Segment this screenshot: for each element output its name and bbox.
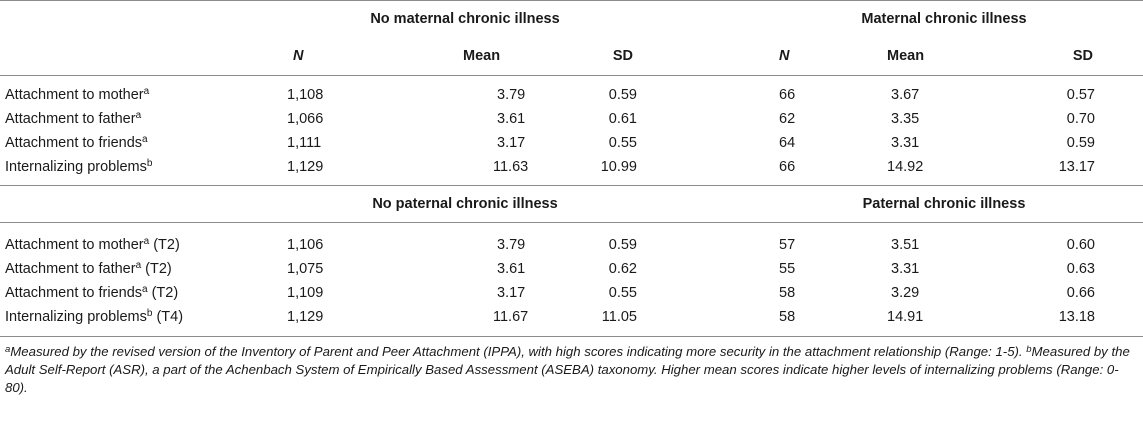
- table-row: Internalizing problemsb 1,129 11.63 10.9…: [0, 155, 1143, 186]
- row-label: Attachment to friendsa: [5, 134, 148, 152]
- cell-mean: 11.63: [493, 159, 529, 175]
- group-header-left: No paternal chronic illness: [245, 185, 685, 223]
- table-container: No maternal chronic illness Maternal chr…: [0, 0, 1143, 397]
- table-row: Attachment to fathera (T2) 1,075 3.61 0.…: [0, 257, 1143, 281]
- row-label: Internalizing problemsb: [5, 158, 153, 176]
- cell-n: 66: [685, 75, 815, 107]
- row-label: Internalizing problemsb (T4): [0, 305, 245, 337]
- cell-mean: 3.61: [497, 261, 526, 277]
- cell-sd: 0.60: [1066, 237, 1095, 253]
- group-header-right: Maternal chronic illness: [685, 0, 1143, 37]
- cell-mean: 3.35: [891, 111, 920, 127]
- cell-sd: 0.66: [1066, 285, 1095, 301]
- cell-mean: 14.92: [887, 159, 924, 175]
- cell-mean: 11.67: [385, 305, 565, 337]
- cell-mean: 3.29: [891, 285, 920, 301]
- table-footnote: aMeasured by the revised version of the …: [0, 337, 1143, 397]
- cell-n: 1,108: [245, 75, 385, 107]
- cell-sd: 10.99: [600, 159, 637, 175]
- cell-n: 1,111: [287, 135, 322, 151]
- column-header-row: N Mean SD N Mean SD: [0, 37, 1143, 76]
- col-header-mean: Mean: [463, 48, 501, 64]
- group-header-row: No maternal chronic illness Maternal chr…: [0, 0, 1143, 37]
- cell-sd: 13.18: [1005, 305, 1143, 337]
- cell-mean: 14.91: [815, 305, 1005, 337]
- group-header-right: Paternal chronic illness: [685, 185, 1143, 223]
- group-header-left: No maternal chronic illness: [245, 0, 685, 37]
- cell-sd: 0.62: [608, 261, 637, 277]
- footnote-b-text: Measured by the Adult Self-Report (ASR),…: [5, 344, 1130, 395]
- cell-sd: 0.57: [1005, 75, 1143, 107]
- cell-n: 55: [779, 261, 796, 277]
- col-header-n: N: [779, 48, 790, 64]
- cell-n: 62: [779, 111, 796, 127]
- cell-n: 1,066: [287, 111, 324, 127]
- cell-mean: 3.17: [497, 285, 526, 301]
- cell-n: 58: [685, 305, 815, 337]
- row-label: Attachment to friendsa (T2): [5, 284, 179, 302]
- data-table: No maternal chronic illness Maternal chr…: [0, 0, 1143, 337]
- cell-n: 1,129: [245, 305, 385, 337]
- table-row: Attachment to friendsa (T2) 1,109 3.17 0…: [0, 281, 1143, 305]
- table-row: Attachment to fathera 1,066 3.61 0.61 62…: [0, 107, 1143, 131]
- cell-sd: 0.55: [608, 135, 637, 151]
- col-header-n: N: [293, 48, 304, 64]
- table-row: Internalizing problemsb (T4) 1,129 11.67…: [0, 305, 1143, 337]
- cell-mean: 3.31: [891, 135, 920, 151]
- cell-mean: 3.31: [891, 261, 920, 277]
- col-header-sd: SD: [612, 48, 633, 64]
- cell-mean: 3.79: [497, 237, 526, 253]
- cell-n: 1,129: [287, 159, 324, 175]
- col-header-mean: Mean: [887, 48, 925, 64]
- cell-mean: 3.17: [497, 135, 526, 151]
- cell-mean: 3.67: [815, 75, 1005, 107]
- cell-sd: 0.70: [1066, 111, 1095, 127]
- group-header-row: No paternal chronic illness Paternal chr…: [0, 185, 1143, 223]
- row-label: Attachment to mothera: [0, 75, 245, 107]
- cell-sd: 11.05: [565, 305, 685, 337]
- table-row: Attachment to friendsa 1,111 3.17 0.55 6…: [0, 131, 1143, 155]
- cell-n: 64: [779, 135, 796, 151]
- cell-sd: 0.55: [608, 285, 637, 301]
- cell-sd: 0.59: [1066, 135, 1095, 151]
- cell-n: 57: [779, 237, 796, 253]
- cell-mean: 3.51: [891, 237, 920, 253]
- cell-sd: 0.59: [565, 75, 685, 107]
- row-label: Attachment to fathera: [5, 110, 142, 128]
- row-label: Attachment to fathera (T2): [5, 260, 172, 278]
- cell-n: 66: [779, 159, 796, 175]
- cell-mean: 3.61: [497, 111, 526, 127]
- cell-mean: 3.79: [385, 75, 565, 107]
- cell-sd: 13.17: [1058, 159, 1095, 175]
- col-header-sd: SD: [1072, 48, 1093, 64]
- cell-sd: 0.59: [608, 237, 637, 253]
- footnote-a-mark: a: [5, 344, 11, 355]
- table-row: Attachment to mothera 1,108 3.79 0.59 66…: [0, 75, 1143, 107]
- cell-n: 1,075: [287, 261, 324, 277]
- cell-sd: 0.63: [1066, 261, 1095, 277]
- footnote-b-mark: b: [1026, 344, 1032, 355]
- table-row: Attachment to mothera (T2) 1,106 3.79 0.…: [0, 223, 1143, 258]
- cell-n: 1,106: [287, 237, 324, 253]
- footnote-a-text: Measured by the revised version of the I…: [10, 344, 1027, 359]
- cell-n: 1,109: [287, 285, 324, 301]
- cell-n: 58: [779, 285, 796, 301]
- row-label: Attachment to mothera (T2): [5, 236, 180, 254]
- cell-sd: 0.61: [608, 111, 637, 127]
